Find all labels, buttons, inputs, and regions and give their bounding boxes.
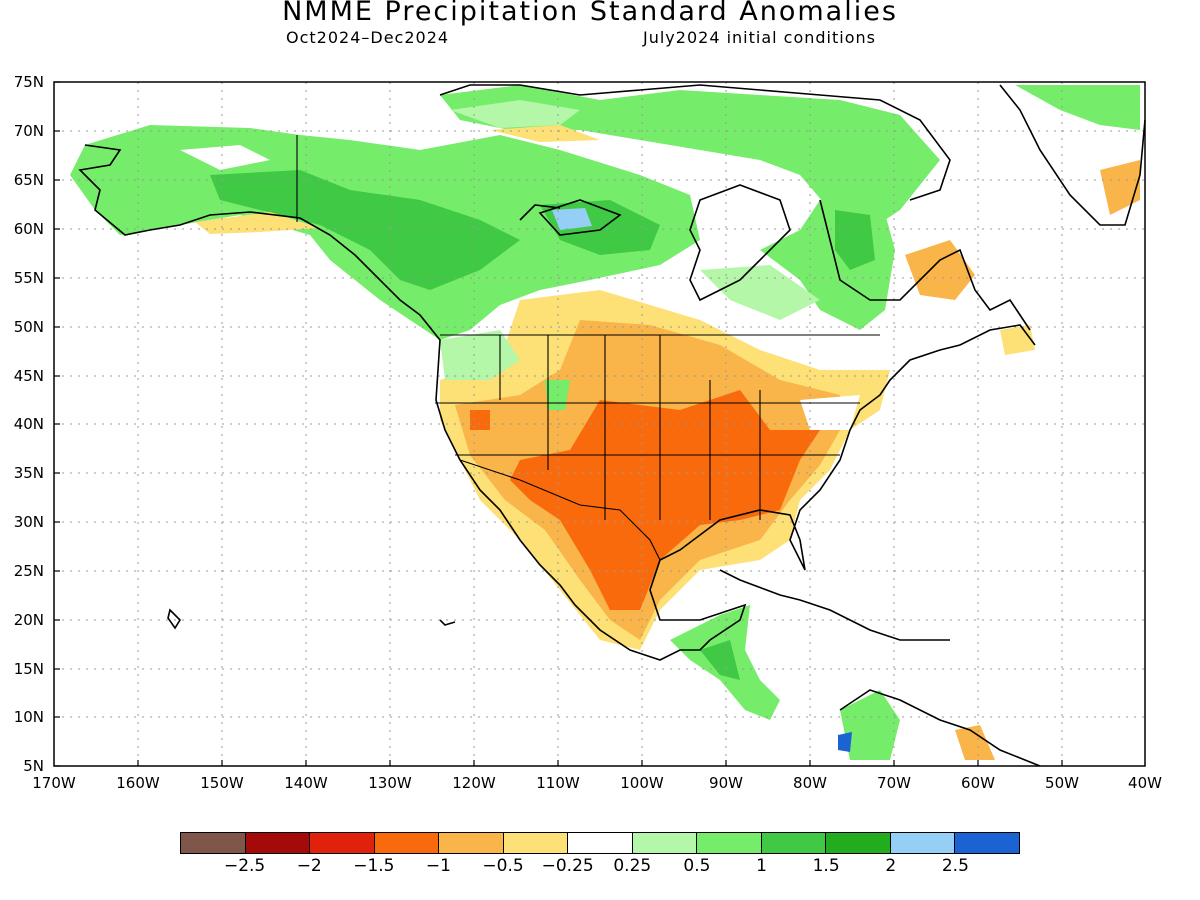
lon-label: 90W xyxy=(709,774,743,792)
wet-region-colombia xyxy=(840,690,900,760)
legend-tick-label: 1 xyxy=(756,856,767,876)
lon-label: 100W xyxy=(620,774,664,792)
wet-light-arctic xyxy=(450,100,580,128)
coastlines xyxy=(78,84,1146,767)
color-legend xyxy=(180,832,1020,854)
legend-tick-label: −2 xyxy=(296,856,322,876)
white-northeast xyxy=(800,395,860,430)
legend-swatch xyxy=(890,833,956,853)
dry-strong-us xyxy=(510,390,820,610)
wet-strong-central-america xyxy=(700,640,740,680)
legend-tick-label: 0.25 xyxy=(613,856,652,876)
lon-label: 140W xyxy=(284,774,328,792)
lon-label: 160W xyxy=(116,774,160,792)
dry-region-greenland xyxy=(1100,160,1140,215)
forecast-period: Oct2024–Dec2024 xyxy=(286,28,450,47)
lon-label: 40W xyxy=(1128,774,1162,792)
wet-strong-northwest xyxy=(210,170,520,290)
lat-label: 25N xyxy=(13,562,44,580)
tick-marks xyxy=(54,81,1063,767)
lon-label: 60W xyxy=(961,774,995,792)
legend-tick-label: −0.5 xyxy=(482,856,524,876)
legend-swatch xyxy=(245,833,311,853)
white-alaska xyxy=(180,145,270,170)
lon-label: 80W xyxy=(793,774,827,792)
legend-swatch xyxy=(181,833,246,853)
legend-tick-label: 2.5 xyxy=(941,856,969,876)
lat-label: 60N xyxy=(13,220,44,238)
legend-swatch xyxy=(374,833,440,853)
lat-label: 75N xyxy=(13,73,44,91)
lon-label: 150W xyxy=(200,774,244,792)
legend-swatch xyxy=(310,833,375,853)
initial-conditions-label: July2024 initial conditions xyxy=(643,28,876,47)
legend-tick-label: 2 xyxy=(885,856,897,876)
lat-label: 35N xyxy=(13,464,44,482)
lat-label: 45N xyxy=(13,367,44,385)
legend-swatch xyxy=(697,833,762,853)
dry-region-venezuela xyxy=(955,725,995,760)
wet-light-quebec xyxy=(700,265,820,320)
legend-tick-label: −1 xyxy=(425,856,451,876)
lat-label: 30N xyxy=(13,513,44,531)
lat-label: 40N xyxy=(13,415,44,433)
legend-tick-label: 1.5 xyxy=(812,856,840,876)
legend-swatch xyxy=(826,833,891,853)
lat-label: 50N xyxy=(13,318,44,336)
legend-swatch xyxy=(439,833,504,853)
lon-label: 170W xyxy=(32,774,76,792)
legend-swatch xyxy=(955,833,1019,853)
lon-label: 50W xyxy=(1045,774,1079,792)
legend-swatch xyxy=(568,833,633,853)
wet-region-greenland xyxy=(1015,85,1140,130)
legend-tick-label: −1.5 xyxy=(353,856,395,876)
lat-label: 55N xyxy=(13,269,44,287)
lat-label: 10N xyxy=(13,708,44,726)
lat-label: 20N xyxy=(13,611,44,629)
lat-label: 70N xyxy=(13,122,44,140)
anomaly-map xyxy=(53,81,1146,767)
legend-swatch xyxy=(503,833,569,853)
lat-label: 15N xyxy=(13,660,44,678)
legend-tick-label: 0.5 xyxy=(683,856,711,876)
anomaly-fields xyxy=(70,85,1140,760)
legend-tick-label: −0.25 xyxy=(541,856,594,876)
dry-strong-california xyxy=(470,410,490,430)
lon-label: 70W xyxy=(877,774,911,792)
wet-blue-spot xyxy=(552,208,592,230)
wet-blue-colombia xyxy=(838,732,852,752)
lat-label: 65N xyxy=(13,171,44,189)
legend-swatch xyxy=(761,833,827,853)
grid-lines xyxy=(54,82,1145,766)
legend-swatch xyxy=(632,833,698,853)
dry-region-labrador xyxy=(905,240,975,300)
lon-label: 130W xyxy=(368,774,412,792)
wet-strong-quebec xyxy=(835,210,875,270)
map-title: NMME Precipitation Standard Anomalies xyxy=(282,0,898,27)
lat-label: 5N xyxy=(23,757,44,775)
dry-light-alaska-south xyxy=(195,212,320,234)
lon-label: 110W xyxy=(536,774,580,792)
lon-label: 120W xyxy=(452,774,496,792)
political-boundaries xyxy=(296,135,880,561)
legend-tick-label: −2.5 xyxy=(223,856,266,876)
dry-light-arctic xyxy=(490,125,600,142)
